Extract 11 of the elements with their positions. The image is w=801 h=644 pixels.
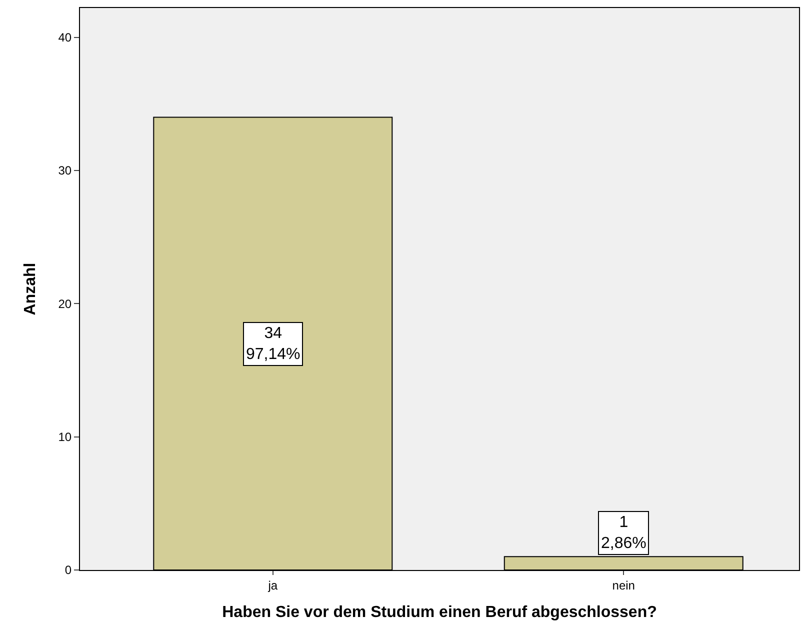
data-label: 34 97,14% bbox=[246, 325, 300, 363]
y-tick-label: 30 bbox=[58, 164, 72, 178]
y-tick-label: 10 bbox=[58, 430, 72, 444]
x-tick-label: nein bbox=[612, 578, 635, 592]
y-tick-label: 0 bbox=[64, 563, 72, 578]
y-tick-label: 40 bbox=[58, 30, 72, 44]
y-tick-label: 20 bbox=[58, 296, 72, 311]
y-axis-title: Anzahl bbox=[22, 262, 40, 316]
x-tick-label: ja bbox=[267, 578, 278, 592]
data-label: 1 2,86% bbox=[601, 514, 646, 552]
x-axis-title: Haben Sie vor dem Studium einen Beruf abgeschlossen? bbox=[222, 604, 657, 622]
